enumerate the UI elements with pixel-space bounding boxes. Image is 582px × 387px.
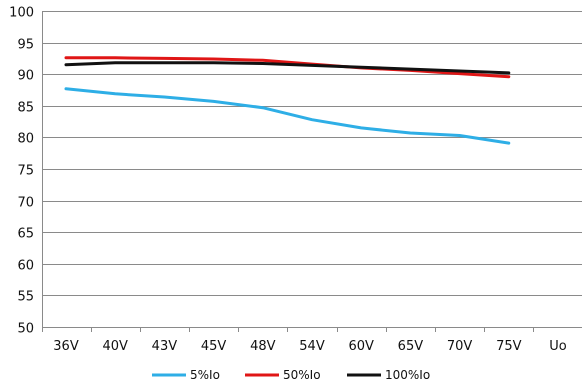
y-tick-label: 85 <box>17 101 34 116</box>
legend-label-1: 50%Io <box>283 368 321 382</box>
y-axis: 50 55 60 65 70 75 80 85 90 95 100 <box>9 6 43 337</box>
y-tick-label: 100 <box>9 6 34 21</box>
x-tick-label: 65V <box>398 339 424 354</box>
y-tick-label: 80 <box>17 132 34 147</box>
series-line-2 <box>64 61 511 75</box>
x-tick-label: Uo <box>549 339 567 354</box>
x-tick-label: 70V <box>447 339 473 354</box>
legend-label-2: 100%Io <box>385 368 430 382</box>
x-tick-label: 45V <box>201 339 227 354</box>
x-tick-label: 48V <box>250 339 276 354</box>
x-tick-label: 36V <box>53 339 79 354</box>
y-tick-label: 90 <box>17 69 34 84</box>
x-tick-label: 43V <box>152 339 178 354</box>
x-tick-label: 60V <box>348 339 374 354</box>
y-tick-label: 70 <box>17 196 34 211</box>
y-tick-label: 95 <box>17 38 34 53</box>
y-tick-label: 75 <box>17 164 34 179</box>
series-lines <box>64 56 511 145</box>
gridlines <box>42 11 582 328</box>
y-tick-label: 55 <box>17 290 34 305</box>
series-line-0 <box>64 87 511 145</box>
x-tick-label: 54V <box>299 339 325 354</box>
y-tick-label: 65 <box>17 227 34 242</box>
legend: 5%Io 50%Io 100%Io <box>152 368 430 382</box>
y-tick-label: 60 <box>17 259 34 274</box>
y-tick-label: 50 <box>17 322 34 337</box>
legend-label-0: 5%Io <box>190 368 220 382</box>
series-line-1 <box>64 56 511 79</box>
x-tick-label: 75V <box>496 339 522 354</box>
x-axis: 36V 40V 43V 45V 48V 54V 60V 65V 70V 75V Uo <box>42 327 567 354</box>
x-tick-label: 40V <box>102 339 128 354</box>
